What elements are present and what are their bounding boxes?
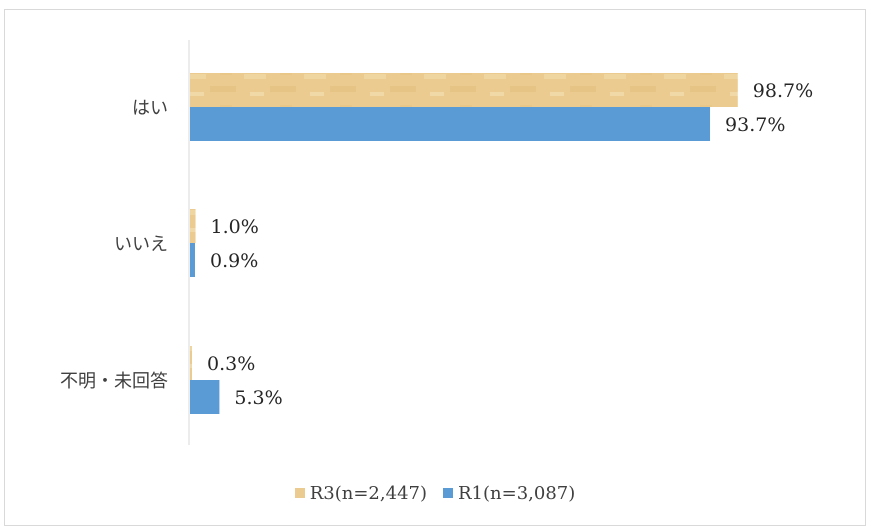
legend-swatch bbox=[443, 488, 453, 498]
legend-label: R1(n=3,087) bbox=[458, 482, 576, 504]
category-label: 不明・未回答 bbox=[60, 371, 168, 392]
bar-r1 bbox=[190, 243, 195, 277]
data-label: 0.9% bbox=[210, 250, 258, 272]
legend-label: R3(n=2,447) bbox=[309, 482, 427, 504]
data-label: 1.0% bbox=[211, 216, 259, 238]
bar-r3 bbox=[190, 346, 192, 380]
category-label: はい bbox=[132, 98, 168, 119]
bar-r3 bbox=[190, 73, 738, 107]
data-label: 93.7% bbox=[725, 114, 785, 136]
bar-r1 bbox=[190, 107, 711, 141]
data-label: 0.3% bbox=[207, 353, 255, 375]
legend: R3(n=2,447) R1(n=3,087) bbox=[0, 482, 870, 504]
bar-r1 bbox=[190, 380, 220, 414]
data-label: 5.3% bbox=[234, 387, 282, 409]
legend-swatch bbox=[294, 488, 305, 498]
legend-item: R1(n=3,087) bbox=[443, 483, 575, 504]
bar-r3 bbox=[190, 209, 196, 243]
legend-item: R3(n=2,447) bbox=[294, 482, 427, 504]
category-label: いいえ bbox=[114, 234, 168, 255]
data-label: 98.7% bbox=[753, 80, 813, 102]
